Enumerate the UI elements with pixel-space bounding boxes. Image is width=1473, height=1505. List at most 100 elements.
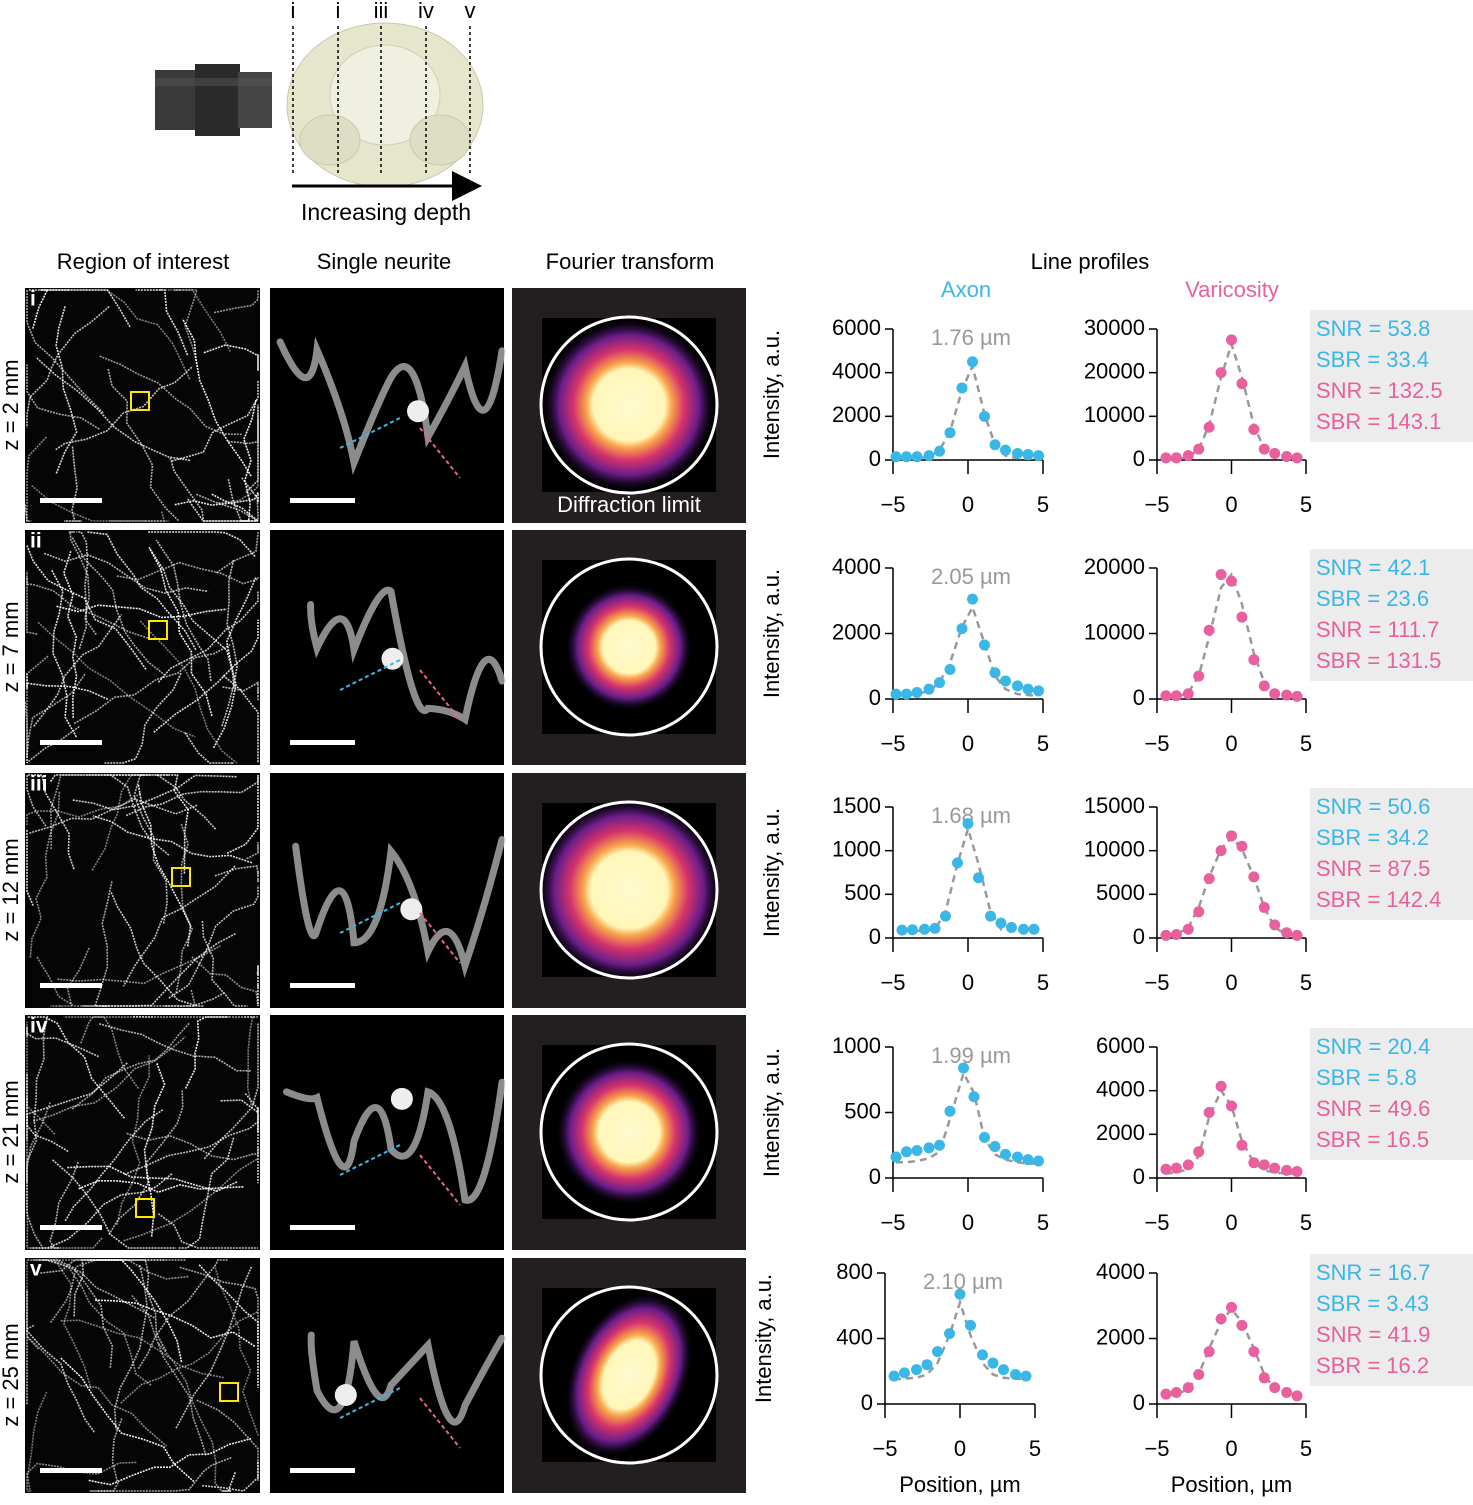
data-point (1023, 1154, 1034, 1165)
y-tick-label: 0 (869, 1164, 881, 1189)
data-point (919, 924, 930, 935)
data-point (1204, 1346, 1215, 1357)
data-point (1171, 1163, 1182, 1174)
varicosity (335, 1384, 357, 1406)
data-point (924, 450, 935, 461)
y-tick-label: 20000 (1084, 554, 1145, 579)
x-tick-label: 0 (962, 731, 974, 756)
x-tick-label: −5 (880, 970, 905, 995)
x-tick-label: −5 (880, 492, 905, 517)
fwhm-annotation: 1.99 µm (931, 1043, 1011, 1068)
data-point (1226, 830, 1237, 841)
roi-image: v (25, 1258, 260, 1493)
scale-bar (40, 1225, 102, 1230)
roi-image: iii (25, 773, 260, 1008)
data-point (969, 1091, 980, 1102)
data-point (891, 689, 902, 700)
data-point (1018, 924, 1029, 935)
data-point (1292, 691, 1303, 702)
image-background (25, 1258, 260, 1493)
data-point (967, 356, 978, 367)
data-point (1226, 334, 1237, 345)
data-point (1000, 1149, 1011, 1160)
fourier-image (512, 530, 746, 765)
y-tick-label: 0 (1133, 685, 1145, 710)
data-point (1248, 654, 1259, 665)
depth-z-label: z = 7 mm (0, 601, 23, 692)
y-axis-label: Intensity, a.u. (751, 1274, 776, 1403)
x-tick-label: 5 (1037, 731, 1049, 756)
stats-text: SBR = 3.43 (1316, 1291, 1429, 1316)
scale-bar (40, 740, 102, 745)
psf-spot (566, 584, 691, 709)
data-point (1269, 1382, 1280, 1393)
data-point (1281, 927, 1292, 938)
data-point (1204, 422, 1215, 433)
data-point (1216, 1313, 1227, 1324)
scale-bar (290, 498, 355, 503)
data-point (1292, 1166, 1303, 1177)
data-point (1171, 929, 1182, 940)
data-point (1259, 902, 1270, 913)
psf-spot (557, 1060, 701, 1204)
roi-image: i (25, 288, 260, 523)
data-point (988, 1358, 999, 1369)
neurite-image (270, 530, 504, 765)
data-point (967, 594, 978, 605)
data-point (1183, 688, 1194, 699)
data-point (1259, 1372, 1270, 1383)
varicosity (407, 400, 429, 422)
data-point (1012, 1152, 1023, 1163)
x-tick-label: 0 (962, 970, 974, 995)
data-point (1171, 452, 1182, 463)
data-point (1204, 873, 1215, 884)
data-point (990, 667, 1001, 678)
data-point (897, 925, 908, 936)
x-axis-label: Position, µm (1171, 1472, 1293, 1497)
data-point (1216, 1081, 1227, 1092)
data-point (1236, 1140, 1247, 1151)
stats-text: SBR = 33.4 (1316, 347, 1429, 372)
column-header: Line profiles (1031, 249, 1150, 274)
y-tick-label: 15000 (1084, 793, 1145, 818)
depth-label: v (465, 0, 476, 23)
data-point (891, 1152, 902, 1163)
brain-illustration (287, 23, 483, 187)
data-point (1023, 449, 1034, 460)
fit-line (1166, 1309, 1297, 1396)
data-point (911, 1364, 922, 1375)
psf-spot (538, 799, 720, 981)
y-tick-label: 1500 (832, 793, 881, 818)
data-point (945, 1106, 956, 1117)
panel-label: iii (30, 773, 48, 796)
data-point (1193, 1146, 1204, 1157)
data-point (1183, 1382, 1194, 1393)
data-point (955, 1289, 966, 1300)
data-point (934, 677, 945, 688)
data-point (1000, 445, 1011, 456)
fourier-note: Diffraction limit (557, 492, 701, 517)
column-header: Single neurite (317, 249, 452, 274)
data-point (912, 451, 923, 462)
x-tick-label: 5 (1300, 1210, 1312, 1235)
data-point (945, 427, 956, 438)
data-point (979, 1132, 990, 1143)
y-tick-label: 0 (1133, 924, 1145, 949)
fit-line (1166, 575, 1297, 699)
fourier-image: Diffraction limit (512, 288, 746, 523)
data-point (1236, 1320, 1247, 1331)
data-point (1033, 685, 1044, 696)
x-tick-label: −5 (872, 1436, 897, 1461)
stats-text: SNR = 50.6 (1316, 794, 1430, 819)
data-point (1006, 922, 1017, 933)
data-point (1183, 924, 1194, 935)
y-tick-label: 4000 (832, 358, 881, 383)
data-point (1269, 919, 1280, 930)
data-point (899, 1367, 910, 1378)
data-point (930, 923, 941, 934)
y-tick-label: 800 (836, 1259, 873, 1284)
stats-text: SBR = 16.5 (1316, 1127, 1429, 1152)
scale-bar (40, 983, 102, 988)
psf-spot (544, 320, 715, 491)
scale-bar (290, 983, 355, 988)
